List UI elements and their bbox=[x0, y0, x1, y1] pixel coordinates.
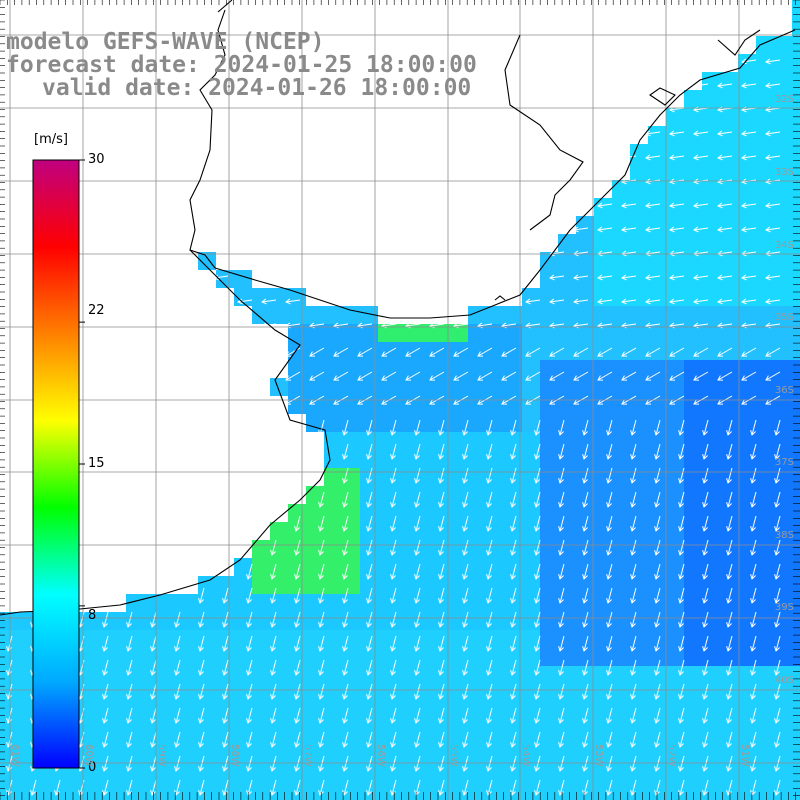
coastline-segment bbox=[494, 295, 506, 301]
colorbar-tick: 22 bbox=[88, 303, 105, 318]
colorbar-gradient bbox=[32, 159, 80, 769]
coastline-segment bbox=[214, 29, 796, 319]
lat-label: 37S bbox=[774, 457, 794, 468]
lon-label: 56W bbox=[375, 744, 386, 767]
colorbar-tick: 30 bbox=[88, 152, 105, 167]
forecast-date: forecast date: 2024-01-25 18:00:00 bbox=[6, 52, 477, 78]
lon-label: 58W bbox=[229, 744, 240, 767]
lat-label: 38S bbox=[774, 530, 794, 541]
lat-label: 39S bbox=[774, 602, 794, 613]
coastline-segment bbox=[717, 29, 761, 56]
lon-label: 55W bbox=[448, 744, 459, 767]
colorbar-tick: 8 bbox=[88, 608, 97, 623]
colorbar-tick: 15 bbox=[88, 456, 105, 471]
lon-label: 51W bbox=[739, 744, 750, 767]
lon-label: 61W bbox=[9, 744, 20, 767]
colorbar-unit: [m/s] bbox=[34, 132, 68, 147]
coastline-segment bbox=[649, 87, 676, 106]
coastline-segment bbox=[504, 34, 584, 231]
lat-label: 36S bbox=[774, 385, 794, 396]
lat-label: 34S bbox=[774, 240, 794, 251]
lon-label: 54W bbox=[520, 744, 531, 767]
lon-label: 52W bbox=[666, 744, 677, 767]
lon-label: 53W bbox=[593, 744, 604, 767]
lon-label: 60W bbox=[83, 744, 94, 767]
lat-label: 33S bbox=[774, 167, 794, 178]
lon-label: 57W bbox=[302, 744, 313, 767]
coastline-segment bbox=[217, 0, 233, 13]
colorbar-tick: 0 bbox=[88, 760, 97, 775]
coastline-segment bbox=[0, 249, 331, 616]
lat-label: 35S bbox=[774, 312, 794, 323]
coastline bbox=[0, 0, 796, 616]
lat-label: 32S bbox=[774, 94, 794, 105]
lon-label: 59W bbox=[156, 744, 167, 767]
colorbar bbox=[32, 159, 85, 769]
model-title: modelo GEFS-WAVE (NCEP) bbox=[6, 29, 325, 55]
valid-date: valid date: 2024-01-26 18:00:00 bbox=[42, 75, 472, 101]
lat-label: 40S bbox=[774, 675, 794, 686]
